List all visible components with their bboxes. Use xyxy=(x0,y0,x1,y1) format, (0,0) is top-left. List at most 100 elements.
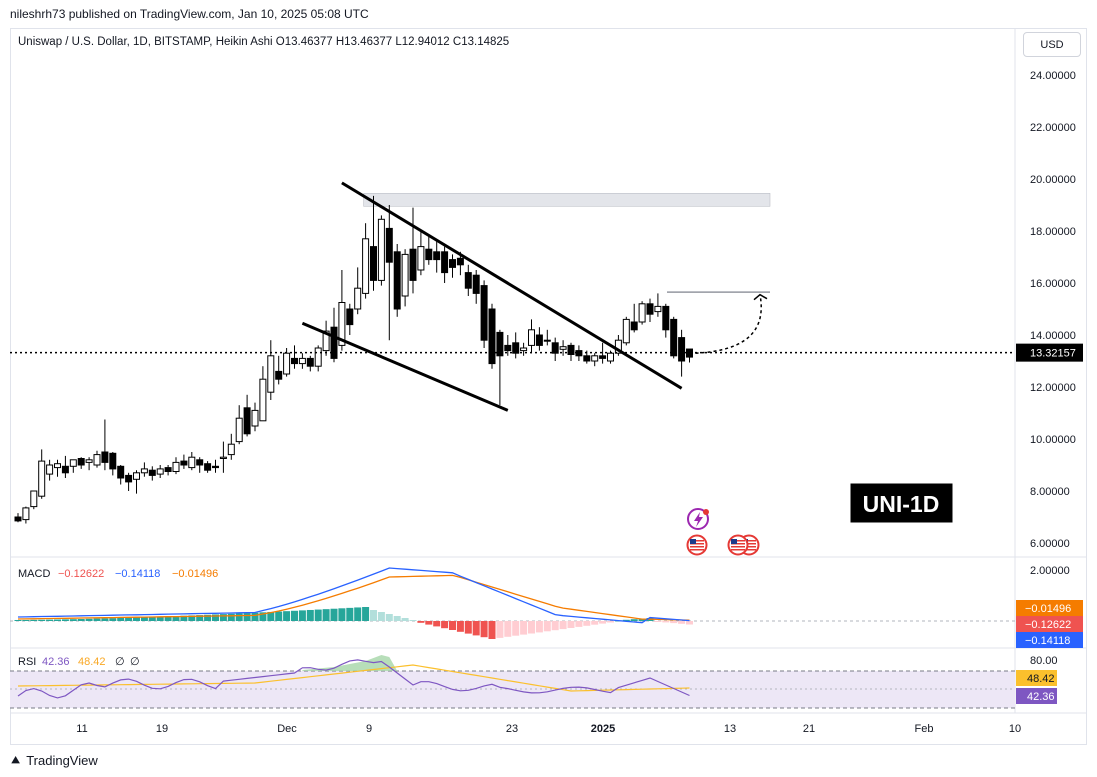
macd-histogram-bar xyxy=(393,616,401,621)
candle xyxy=(180,454,188,469)
chart-frame xyxy=(10,28,1087,745)
candle xyxy=(449,254,456,278)
candle-body xyxy=(275,370,283,380)
macd-histogram-bar xyxy=(251,612,259,621)
candle xyxy=(117,465,125,485)
candle-body xyxy=(93,454,101,466)
macd-histogram-bar xyxy=(204,614,212,621)
macd-histogram-bar xyxy=(385,614,393,621)
candle xyxy=(362,223,370,299)
symbol-info-line[interactable]: Uniswap / U.S. Dollar, 1D, BITSTAMP, Hei… xyxy=(18,36,510,48)
candle-body xyxy=(441,251,449,274)
candle xyxy=(38,449,46,499)
candle xyxy=(543,329,551,346)
candle-body xyxy=(385,227,393,263)
macd-histogram-bar xyxy=(38,619,46,621)
candle xyxy=(109,452,117,476)
candle xyxy=(370,195,377,291)
macd-histogram-bar xyxy=(196,615,204,621)
macd-histogram-bar xyxy=(433,621,441,627)
macd-histogram-bar xyxy=(148,616,156,621)
candle-body xyxy=(512,342,520,354)
candle-body xyxy=(354,287,362,310)
macd-histogram-bar xyxy=(125,617,133,621)
macd-signal-line xyxy=(17,574,690,621)
candle xyxy=(46,459,54,481)
candle-body xyxy=(30,490,38,508)
candle-body xyxy=(409,248,417,281)
macd-histogram-bar xyxy=(551,621,559,631)
candle-body xyxy=(330,326,338,359)
resistance-zone xyxy=(363,193,771,207)
macd-histogram-bar xyxy=(370,610,377,621)
candle xyxy=(551,337,559,361)
us-flag-stripe xyxy=(731,546,745,548)
candle xyxy=(275,355,283,385)
candle xyxy=(472,270,480,304)
candle-body xyxy=(583,355,591,362)
candle xyxy=(291,345,298,369)
candle-body xyxy=(480,285,488,341)
candle xyxy=(638,301,646,325)
candle-body xyxy=(172,461,180,472)
macd-histogram-bar xyxy=(662,621,670,623)
candle-body xyxy=(85,459,93,463)
candle xyxy=(528,319,535,354)
price-tick-label: 20.00000 xyxy=(1030,174,1076,186)
candle-body xyxy=(314,347,322,367)
us-flag-event-icon xyxy=(686,534,708,556)
macd-histogram-bar xyxy=(188,615,196,621)
candle-body xyxy=(393,251,401,310)
candle xyxy=(85,457,93,471)
candle-body xyxy=(69,459,77,467)
candle-body xyxy=(591,355,599,362)
candle-body xyxy=(607,352,614,362)
candle xyxy=(306,355,314,372)
macd-histogram-bar xyxy=(686,621,693,625)
macd-histogram-bar xyxy=(441,621,449,629)
candle-body xyxy=(630,321,638,331)
time-tick-label: 10 xyxy=(1009,723,1021,735)
candle-body xyxy=(235,417,243,443)
macd-histogram-bar xyxy=(472,621,480,636)
candle xyxy=(188,452,196,471)
candle-body xyxy=(678,337,686,362)
candle-body xyxy=(180,460,188,466)
currency-button[interactable]: USD xyxy=(1023,32,1081,57)
macd-histogram-bar xyxy=(670,621,678,624)
macd-histogram-bar xyxy=(235,613,243,621)
candle xyxy=(512,332,520,359)
rsi-value: 42.36 xyxy=(42,656,70,668)
macd-value-badge xyxy=(1016,616,1083,632)
candle xyxy=(520,342,528,356)
us-flag-ring xyxy=(686,534,708,556)
candle-body xyxy=(520,347,528,352)
candle-body xyxy=(528,329,535,346)
candle-body xyxy=(164,467,172,473)
macd-histogram-bar xyxy=(227,613,235,621)
price-tick-label: 16.00000 xyxy=(1030,278,1076,290)
flash-icon-dot xyxy=(703,509,709,515)
candle-body xyxy=(456,257,464,266)
candle-body xyxy=(298,357,306,365)
candle xyxy=(259,366,267,422)
current-price-badge xyxy=(1016,343,1083,362)
candle xyxy=(393,244,401,317)
macd-histogram-bar xyxy=(14,620,22,621)
macd-histogram-bar xyxy=(638,618,646,621)
candle xyxy=(22,506,30,524)
candle-body xyxy=(370,246,377,281)
macd-histogram-bar xyxy=(607,621,614,623)
candle xyxy=(93,450,101,468)
us-flag-canton xyxy=(690,539,696,544)
price-tick-label: 8.00000 xyxy=(1030,486,1070,498)
candle-body xyxy=(504,344,512,352)
candle xyxy=(464,264,472,296)
candle xyxy=(14,513,22,523)
macd-histogram-bar xyxy=(449,621,456,630)
macd-histogram-bar xyxy=(291,610,298,621)
candle-body xyxy=(464,272,472,289)
candle-body xyxy=(425,248,433,261)
footer-brand[interactable]: ⯅ TradingView xyxy=(10,752,98,769)
